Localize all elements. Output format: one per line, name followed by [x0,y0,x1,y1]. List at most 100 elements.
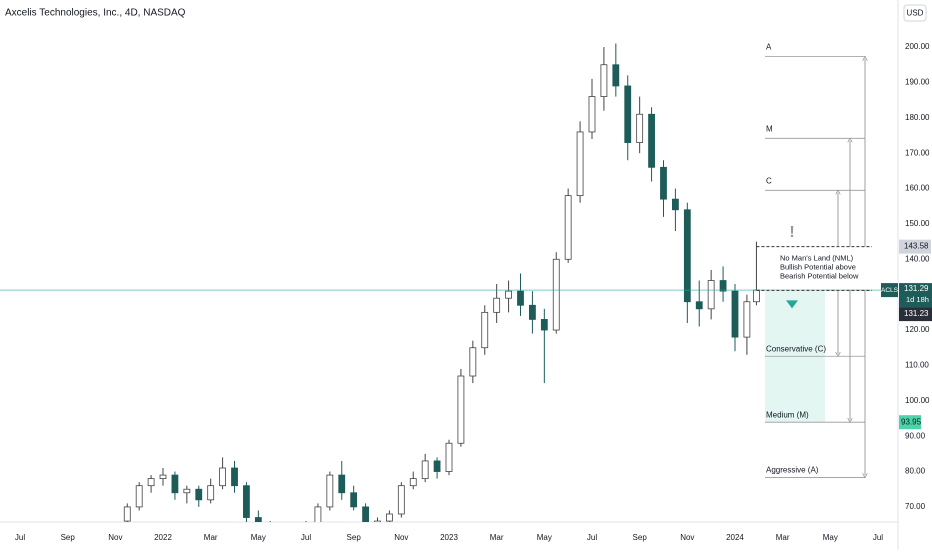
target-label: A [766,43,772,52]
candle-body [564,195,572,260]
candle-body [672,198,679,211]
x-tick-label: Jul [873,533,883,542]
candle-body [469,347,477,377]
warning-mark: ! [789,224,794,241]
candle-body [338,474,346,494]
candle-body [433,460,441,472]
candle-body [648,113,655,168]
x-tick-label: May [823,533,838,542]
nml-text: Bearish Potential below [780,272,859,281]
candle-body [753,289,760,303]
candle-body [135,485,143,508]
candle-body [409,478,417,487]
candle-body [624,85,632,143]
last-price: 131.29 [904,284,929,293]
candle-body [171,474,179,494]
candle-body [183,488,191,494]
y-tick-label: 100.00 [905,396,930,405]
candle-body [505,290,512,299]
last-price-box [899,283,932,308]
y-tick-label: 150.00 [905,219,930,228]
y-tick-label: 120.00 [905,325,930,334]
x-tick-label: Nov [108,533,122,542]
y-tick-label: 90.00 [905,431,926,440]
candle-body [123,506,131,522]
candle-body [362,506,369,522]
y-tick-label: 190.00 [905,78,930,87]
countdown: 1d 18h [906,295,929,304]
candle-body [326,474,334,508]
candle-body [743,301,751,338]
candle-body [719,280,727,292]
x-tick-label: Sep [633,533,648,542]
x-tick-label: 2023 [440,533,458,542]
candle-body [707,280,715,310]
x-tick-label: May [251,533,266,542]
candle-body [612,64,620,87]
x-tick-label: Mar [204,533,218,542]
x-tick-label: Sep [61,533,76,542]
x-tick-label: 2022 [154,533,172,542]
candle-body [314,506,322,522]
x-tick-label: Sep [347,533,362,542]
currency: USD [907,9,924,18]
x-tick-label: Jul [15,533,25,542]
symbol-box [881,283,898,298]
candle-body [421,460,429,480]
candle-body [731,290,739,338]
target-label: Aggressive (A) [766,466,819,475]
candle-body [457,375,465,444]
candle-body [588,96,596,133]
candle-body [397,485,405,515]
candle-body [540,319,548,331]
candle-body [636,113,644,143]
target-label: C [766,176,772,185]
candle-body [517,290,524,306]
candle-body [350,492,358,508]
y-tick-label: 160.00 [905,184,930,193]
price-label: 143.58 [904,242,929,251]
candle-body [159,474,167,480]
target-label: Conservative (C) [766,344,826,353]
y-tick-label: 70.00 [905,502,926,511]
candle-body [660,166,667,200]
candle-body [231,467,238,487]
chart-title: Axcelis Technologies, Inc., 4D, NASDAQ [5,8,186,19]
candle-body [600,64,608,97]
candle-body [374,520,381,522]
x-tick-label: Nov [680,533,694,542]
x-tick-label: 2024 [726,533,744,542]
x-tick-label: Nov [394,533,408,542]
target-label: Medium (M) [766,410,809,419]
candle-body [386,513,393,522]
candle-body [147,478,155,487]
y-tick-label: 200.00 [905,42,930,51]
x-tick-label: Mar [490,533,504,542]
currency-box[interactable] [903,4,927,22]
price-label-box [899,307,932,322]
nml-text: Bullish Potential above [780,263,856,272]
target-label: M [766,124,773,133]
bearish-marker [786,300,798,309]
x-tick-label: Jul [587,533,597,542]
price-label-box [899,239,931,254]
candle-body [695,301,703,310]
candle-body [552,258,560,331]
candle-body [683,209,691,303]
x-tick-label: May [537,533,552,542]
candle-body [576,131,584,197]
x-tick-label: Mar [776,533,790,542]
y-tick-label: 140.00 [905,254,930,263]
candle-body [493,297,501,313]
y-tick-label: 110.00 [905,361,929,370]
y-tick-label: 170.00 [905,148,930,157]
x-tick-label: Jul [301,533,311,542]
symbol: ACLS [881,287,899,294]
y-tick-label: 180.00 [905,113,930,122]
nml-text: No Man's Land (NML) [780,254,854,263]
candle-body [481,311,489,349]
y-tick-label: 80.00 [905,467,926,476]
candle-body [243,485,250,518]
candle-body [207,485,215,501]
